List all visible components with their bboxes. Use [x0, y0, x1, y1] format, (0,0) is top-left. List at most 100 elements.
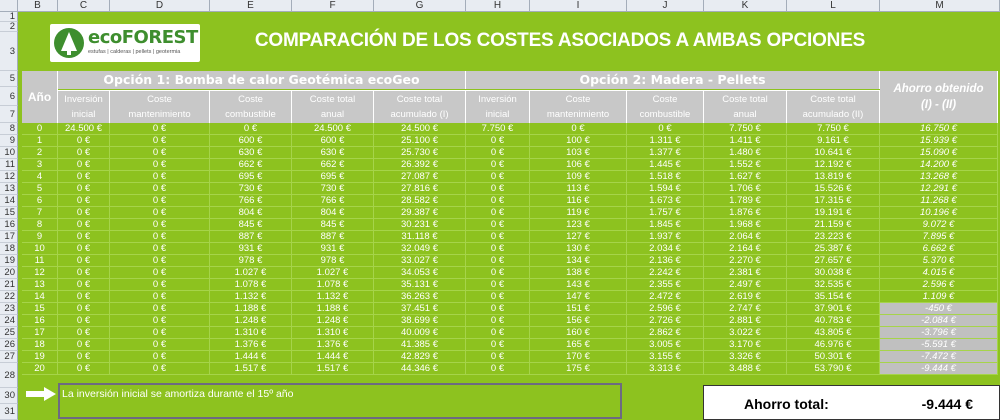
table-cell[interactable]: 0 € — [466, 159, 530, 171]
table-cell[interactable]: 0 € — [58, 231, 110, 243]
table-cell[interactable]: 24.500 € — [58, 123, 110, 135]
table-cell[interactable]: 7.750 € — [466, 123, 530, 135]
row-header-11[interactable]: 11 — [0, 159, 18, 171]
saving-cell[interactable]: 4.015 € — [880, 267, 998, 279]
year-cell[interactable]: 17 — [22, 327, 58, 339]
row-header-27[interactable]: 27 — [0, 351, 18, 363]
year-cell[interactable]: 3 — [22, 159, 58, 171]
table-cell[interactable]: 53.790 € — [787, 363, 880, 375]
column-header-k[interactable]: K — [704, 0, 787, 12]
table-cell[interactable]: 1.310 € — [292, 327, 374, 339]
table-cell[interactable]: 0 € — [58, 303, 110, 315]
table-cell[interactable]: 44.346 € — [374, 363, 466, 375]
table-cell[interactable]: 116 € — [530, 195, 627, 207]
row-header-8[interactable]: 8 — [0, 123, 18, 135]
table-cell[interactable]: 3.313 € — [627, 363, 704, 375]
table-cell[interactable]: 12.192 € — [787, 159, 880, 171]
column-header-f[interactable]: F — [292, 0, 374, 12]
table-cell[interactable]: 0 € — [530, 123, 627, 135]
table-cell[interactable]: 1.876 € — [704, 207, 787, 219]
row-header-22[interactable]: 22 — [0, 291, 18, 303]
table-cell[interactable]: 35.131 € — [374, 279, 466, 291]
table-cell[interactable]: 21.159 € — [787, 219, 880, 231]
table-cell[interactable]: 0 € — [110, 135, 210, 147]
table-cell[interactable]: 766 € — [210, 195, 292, 207]
table-cell[interactable]: 0 € — [466, 147, 530, 159]
table-cell[interactable]: 2.619 € — [704, 291, 787, 303]
table-cell[interactable]: 25.100 € — [374, 135, 466, 147]
table-cell[interactable]: 134 € — [530, 255, 627, 267]
year-cell[interactable]: 0 — [22, 123, 58, 135]
row-header-19[interactable]: 19 — [0, 255, 18, 267]
table-cell[interactable]: 0 € — [58, 339, 110, 351]
table-cell[interactable]: 143 € — [530, 279, 627, 291]
saving-cell[interactable]: 11.268 € — [880, 195, 998, 207]
table-cell[interactable]: 0 € — [466, 291, 530, 303]
table-cell[interactable]: 25.730 € — [374, 147, 466, 159]
table-cell[interactable]: 887 € — [210, 231, 292, 243]
saving-cell[interactable]: -5.591 € — [880, 339, 998, 351]
table-cell[interactable]: 1.480 € — [704, 147, 787, 159]
table-cell[interactable]: 1.552 € — [704, 159, 787, 171]
table-cell[interactable]: 0 € — [466, 231, 530, 243]
table-cell[interactable]: 42.829 € — [374, 351, 466, 363]
table-cell[interactable]: 113 € — [530, 183, 627, 195]
table-cell[interactable]: 0 € — [58, 207, 110, 219]
row-header-9[interactable]: 9 — [0, 135, 18, 147]
table-cell[interactable]: 0 € — [466, 255, 530, 267]
column-header-j[interactable]: J — [627, 0, 704, 12]
year-cell[interactable]: 2 — [22, 147, 58, 159]
row-header-12[interactable]: 12 — [0, 171, 18, 183]
year-cell[interactable]: 6 — [22, 195, 58, 207]
select-all-corner[interactable] — [0, 0, 18, 12]
row-header-14[interactable]: 14 — [0, 195, 18, 207]
table-cell[interactable]: 123 € — [530, 219, 627, 231]
table-cell[interactable]: 0 € — [110, 351, 210, 363]
column-header-d[interactable]: D — [110, 0, 210, 12]
saving-cell[interactable]: -2.084 € — [880, 315, 998, 327]
table-cell[interactable]: 32.049 € — [374, 243, 466, 255]
year-cell[interactable]: 9 — [22, 231, 58, 243]
table-cell[interactable]: 0 € — [466, 243, 530, 255]
table-cell[interactable]: 138 € — [530, 267, 627, 279]
table-cell[interactable]: 30.038 € — [787, 267, 880, 279]
table-cell[interactable]: 0 € — [58, 195, 110, 207]
table-cell[interactable]: 0 € — [466, 315, 530, 327]
table-cell[interactable]: 0 € — [466, 135, 530, 147]
table-cell[interactable]: 0 € — [58, 327, 110, 339]
table-cell[interactable]: 26.392 € — [374, 159, 466, 171]
table-cell[interactable]: 931 € — [210, 243, 292, 255]
table-cell[interactable]: 0 € — [58, 171, 110, 183]
year-cell[interactable]: 11 — [22, 255, 58, 267]
table-cell[interactable]: 0 € — [466, 195, 530, 207]
table-cell[interactable]: 0 € — [466, 267, 530, 279]
table-cell[interactable]: 2.497 € — [704, 279, 787, 291]
table-cell[interactable]: 0 € — [58, 351, 110, 363]
table-cell[interactable]: 2.747 € — [704, 303, 787, 315]
table-cell[interactable]: 2.064 € — [704, 231, 787, 243]
table-cell[interactable]: 1.937 € — [627, 231, 704, 243]
table-cell[interactable]: 730 € — [292, 183, 374, 195]
table-cell[interactable]: 0 € — [58, 291, 110, 303]
table-cell[interactable]: 38.699 € — [374, 315, 466, 327]
saving-cell[interactable]: -450 € — [880, 303, 998, 315]
table-cell[interactable]: 1.311 € — [627, 135, 704, 147]
table-cell[interactable]: 127 € — [530, 231, 627, 243]
saving-cell[interactable]: 7.895 € — [880, 231, 998, 243]
table-cell[interactable]: 1.517 € — [210, 363, 292, 375]
year-cell[interactable]: 13 — [22, 279, 58, 291]
table-cell[interactable]: 1.027 € — [292, 267, 374, 279]
table-cell[interactable]: 13.819 € — [787, 171, 880, 183]
table-cell[interactable]: 730 € — [210, 183, 292, 195]
table-cell[interactable]: 0 € — [58, 243, 110, 255]
table-cell[interactable]: 130 € — [530, 243, 627, 255]
table-cell[interactable]: 1.132 € — [292, 291, 374, 303]
table-cell[interactable]: 40.009 € — [374, 327, 466, 339]
table-cell[interactable]: 35.154 € — [787, 291, 880, 303]
saving-cell[interactable]: 6.662 € — [880, 243, 998, 255]
row-header-21[interactable]: 21 — [0, 279, 18, 291]
table-cell[interactable]: 1.706 € — [704, 183, 787, 195]
table-cell[interactable]: 3.326 € — [704, 351, 787, 363]
table-cell[interactable]: 2.726 € — [627, 315, 704, 327]
table-cell[interactable]: 0 € — [110, 327, 210, 339]
